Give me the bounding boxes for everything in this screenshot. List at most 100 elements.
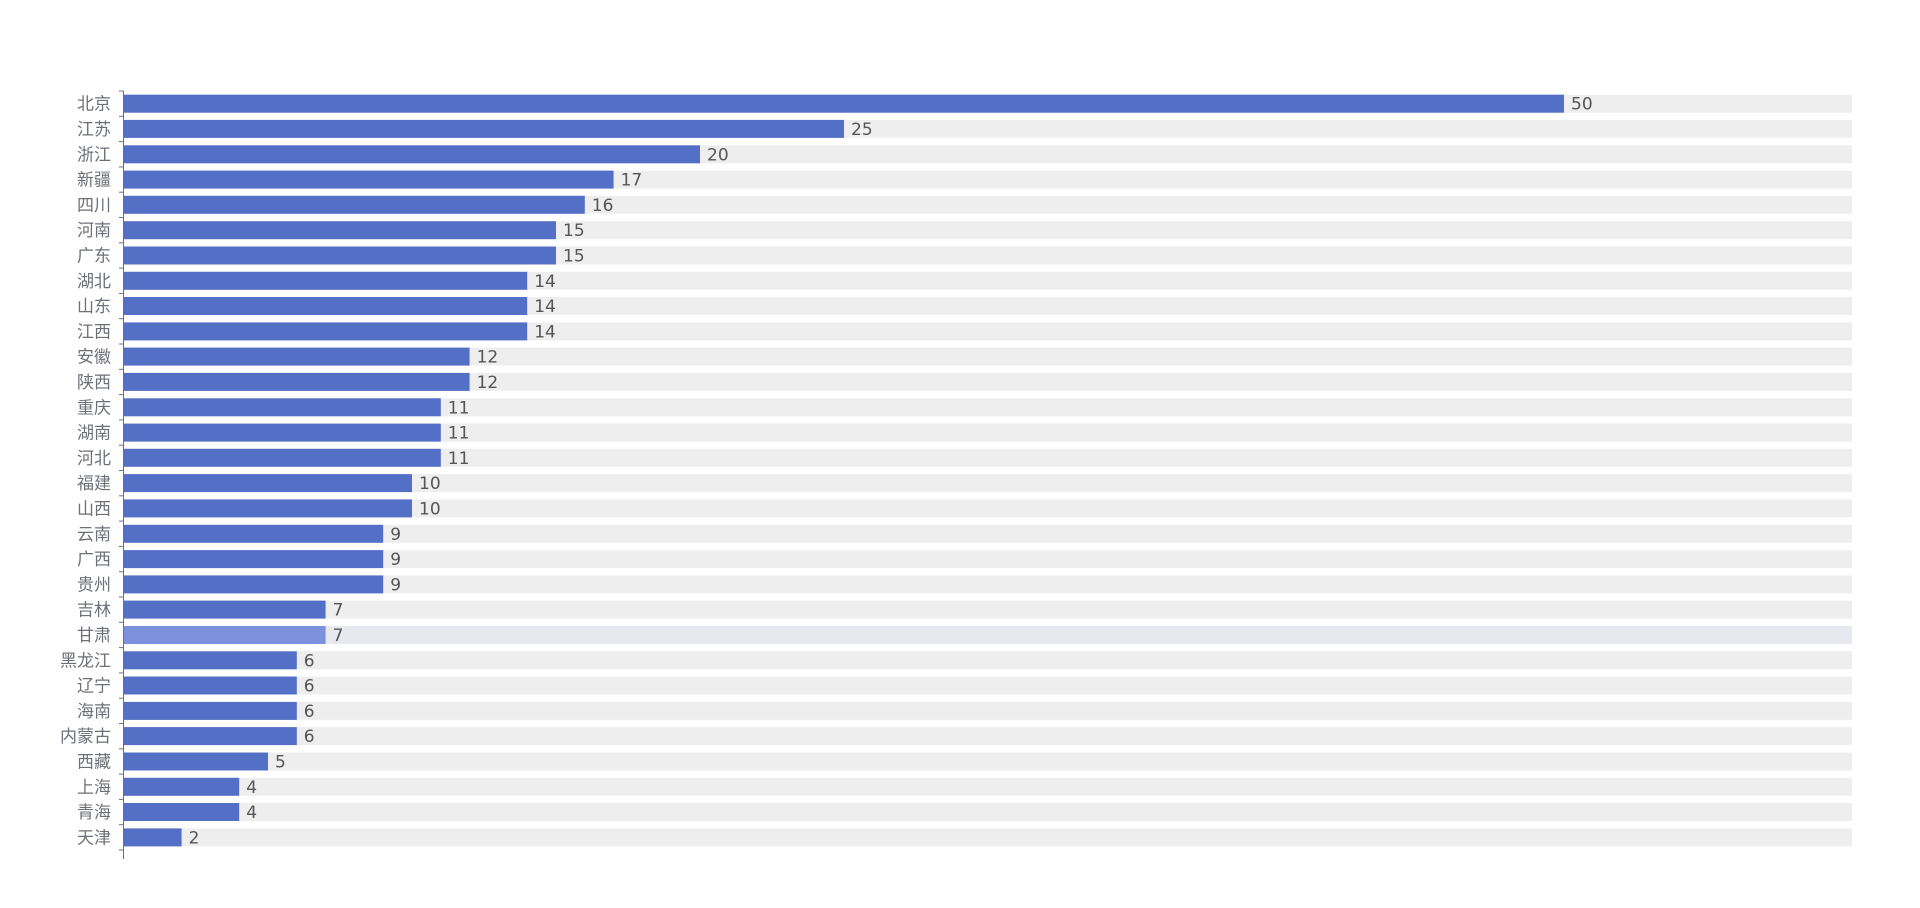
background-bar: [124, 524, 1852, 543]
bar-山西: [124, 499, 412, 518]
bar-辽宁: [124, 676, 297, 695]
value-label: 17: [621, 171, 643, 191]
category-label: 云南: [77, 525, 111, 545]
bar-内蒙古: [124, 727, 297, 746]
bar-新疆: [124, 170, 614, 189]
category-label: 浙江: [77, 145, 111, 165]
value-label: 14: [534, 297, 556, 317]
value-label: 12: [477, 348, 499, 368]
background-bar: [124, 398, 1852, 417]
category-label: 湖南: [77, 424, 111, 444]
background-bar: [124, 448, 1852, 467]
bar-上海: [124, 777, 240, 796]
category-label: 上海: [77, 778, 111, 798]
value-label: 4: [246, 778, 257, 798]
background-bar: [124, 651, 1852, 670]
bar-甘肃: [124, 626, 326, 644]
value-label: 7: [333, 601, 344, 621]
background-bar: [124, 626, 1852, 644]
value-label: 16: [592, 196, 614, 216]
value-label: 6: [304, 727, 315, 747]
bar-吉林: [124, 600, 326, 619]
category-label: 重庆: [77, 398, 111, 418]
value-label: 11: [448, 449, 470, 469]
value-label: 6: [304, 677, 315, 697]
category-label: 广东: [77, 247, 111, 267]
bar-山东: [124, 297, 528, 315]
category-label: 海南: [77, 702, 111, 722]
background-bar: [124, 803, 1852, 821]
value-label: 4: [246, 803, 257, 823]
background-bar: [124, 701, 1852, 720]
value-label: 9: [390, 525, 401, 545]
value-label: 14: [534, 322, 556, 342]
background-bar: [124, 322, 1852, 341]
category-label: 湖北: [77, 272, 111, 292]
bar-重庆: [124, 398, 441, 417]
category-label: 四川: [77, 196, 111, 216]
category-label: 山西: [77, 500, 111, 520]
value-label: 9: [390, 550, 401, 570]
bar-江西: [124, 322, 528, 341]
category-label: 陕西: [77, 373, 111, 393]
category-label: 贵州: [77, 575, 111, 595]
category-label: 河北: [77, 449, 111, 469]
background-bar: [124, 372, 1852, 391]
bar-黑龙江: [124, 651, 297, 670]
bar-河北: [124, 448, 441, 467]
bar-河南: [124, 221, 556, 240]
bar-安徽: [124, 347, 470, 366]
bar-北京: [124, 94, 1564, 113]
category-label: 黑龙江: [60, 651, 111, 671]
bar-福建: [124, 474, 412, 493]
category-label: 河南: [77, 221, 111, 241]
background-bar: [124, 271, 1852, 290]
bar-四川: [124, 195, 585, 214]
bar-湖北: [124, 271, 528, 290]
background-bar: [124, 474, 1852, 493]
category-label: 青海: [77, 803, 111, 823]
category-label: 江西: [77, 322, 111, 342]
value-label: 7: [333, 626, 344, 646]
category-label: 西藏: [77, 753, 111, 773]
category-label: 内蒙古: [60, 727, 111, 747]
value-label: 25: [851, 120, 873, 140]
category-label: 吉林: [77, 601, 111, 621]
value-label: 9: [390, 575, 401, 595]
category-label: 安徽: [77, 348, 111, 368]
bar-海南: [124, 701, 297, 720]
background-bar: [124, 499, 1852, 518]
bar-浙江: [124, 145, 700, 164]
background-bar: [124, 550, 1852, 569]
bar-天津: [124, 828, 182, 847]
value-label: 50: [1571, 95, 1593, 115]
category-label: 天津: [77, 828, 111, 848]
background-bar: [124, 828, 1852, 847]
bar-湖南: [124, 423, 441, 442]
category-label: 江苏: [77, 120, 111, 140]
category-label: 辽宁: [77, 677, 111, 697]
background-bar: [124, 600, 1852, 619]
value-label: 12: [477, 373, 499, 393]
background-bar: [124, 727, 1852, 746]
value-label: 5: [275, 753, 286, 773]
value-label: 11: [448, 424, 470, 444]
background-bar: [124, 752, 1852, 771]
value-label: 11: [448, 398, 470, 418]
value-label: 6: [304, 651, 315, 671]
background-bar: [124, 676, 1852, 695]
value-label: 14: [534, 272, 556, 292]
value-label: 15: [563, 221, 585, 241]
value-label: 10: [419, 474, 441, 494]
category-label: 广西: [77, 550, 111, 570]
labels: 50北京25江苏20浙江17新疆16四川15河南15广东14湖北14山东14江西…: [60, 95, 1593, 849]
data-bars: [124, 94, 1564, 847]
background-bar: [124, 777, 1852, 796]
bar-贵州: [124, 575, 384, 594]
category-label: 福建: [77, 474, 111, 494]
background-bar: [124, 347, 1852, 366]
value-label: 10: [419, 500, 441, 520]
background-bar: [124, 575, 1852, 594]
